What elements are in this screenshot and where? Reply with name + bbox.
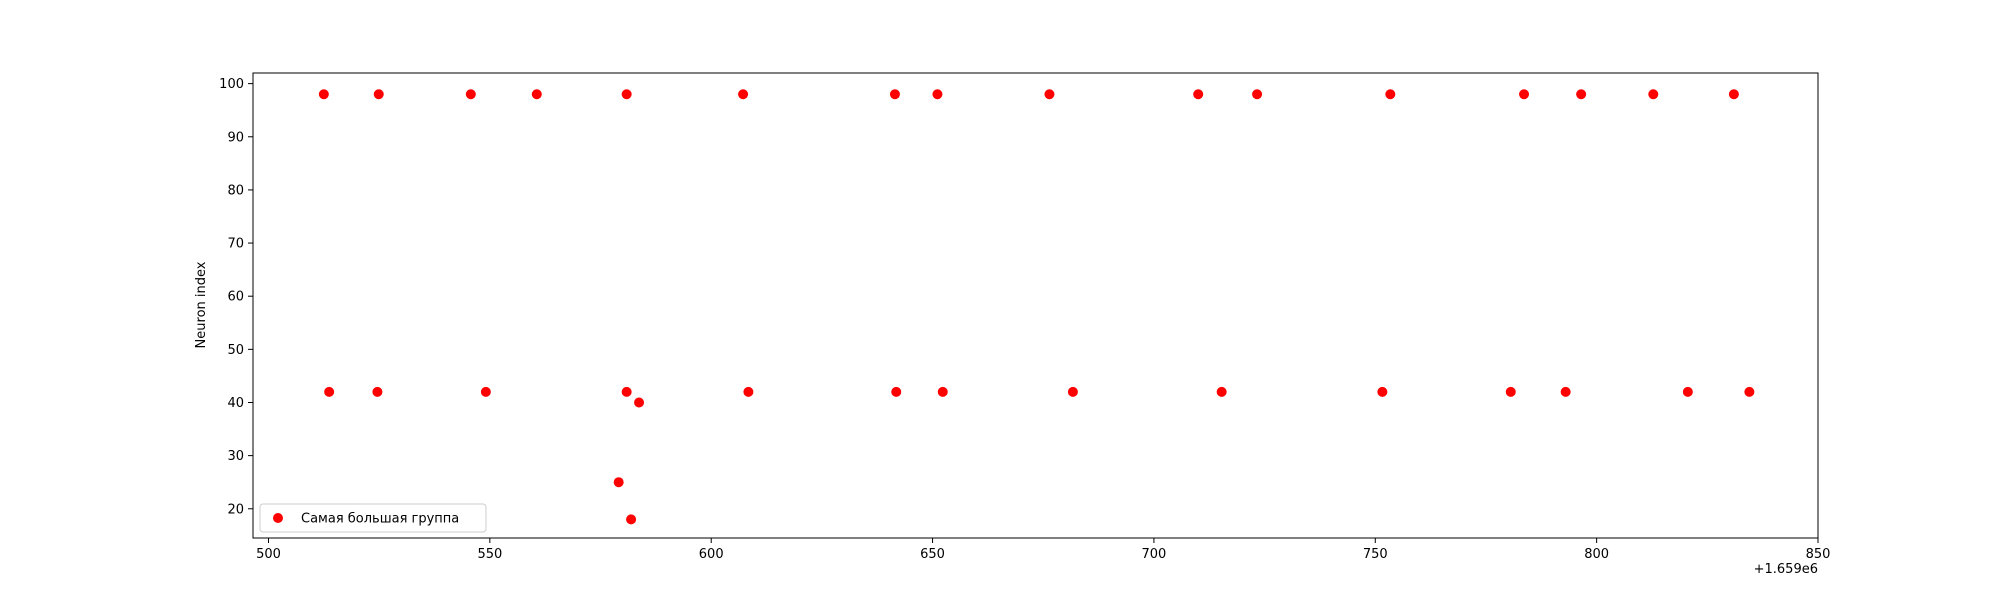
data-point [372, 386, 383, 397]
x-tick-label: 650 [920, 547, 945, 562]
legend: Самая большая группа [259, 503, 487, 533]
data-point [613, 477, 624, 488]
x-tick-label: 600 [699, 547, 724, 562]
data-point [480, 386, 491, 397]
data-point [937, 386, 948, 397]
y-tick-label: 30 [227, 449, 244, 464]
data-point [1560, 386, 1571, 397]
data-point [743, 386, 754, 397]
data-point [738, 89, 749, 100]
axes: 500 550 600 650 700 750 800 850 20 30 40 50 60 70 80 90… [219, 72, 1831, 562]
data-point [889, 89, 900, 100]
y-tick-label: 90 [227, 130, 244, 145]
y-tick-label: 20 [227, 502, 244, 517]
x-tick-label: 850 [1806, 547, 1831, 562]
legend-label: Самая большая группа [301, 512, 459, 527]
data-point [531, 89, 542, 100]
data-point [318, 89, 329, 100]
data-point [324, 386, 335, 397]
x-tick-label: 550 [477, 547, 502, 562]
x-tick-label: 750 [1363, 547, 1388, 562]
y-tick-label: 70 [227, 237, 244, 252]
data-point [932, 89, 943, 100]
y-tick-label: 100 [219, 77, 244, 92]
data-point [1044, 89, 1055, 100]
data-point [626, 514, 637, 525]
data-point [634, 397, 645, 408]
y-tick-label: 80 [227, 183, 244, 198]
y-axis-label: Neuron index [194, 261, 209, 348]
y-tick-label: 50 [227, 343, 244, 358]
data-point [891, 386, 902, 397]
y-tick-label: 60 [227, 290, 244, 305]
data-point [1385, 89, 1396, 100]
data-point [1067, 386, 1078, 397]
data-point [621, 386, 632, 397]
x-tick-label: 500 [256, 547, 281, 562]
data-point [1377, 386, 1388, 397]
data-point [1728, 89, 1739, 100]
data-point [1519, 89, 1530, 100]
axes-frame [252, 72, 1819, 539]
data-point [1193, 89, 1204, 100]
y-tick-label: 40 [227, 396, 244, 411]
data-point [1744, 386, 1755, 397]
data-point [1252, 89, 1263, 100]
data-point [1216, 386, 1227, 397]
data-point [1576, 89, 1587, 100]
x-tick-label: 700 [1142, 547, 1167, 562]
data-point [373, 89, 384, 100]
data-point [621, 89, 632, 100]
plot-area [318, 89, 1755, 525]
data-point [1505, 386, 1516, 397]
data-point [1648, 89, 1659, 100]
x-tick-label: 800 [1584, 547, 1609, 562]
data-point [1682, 386, 1693, 397]
legend-box [259, 503, 487, 533]
data-point [465, 89, 476, 100]
x-axis-offset-label: +1.659e6 [1754, 562, 1818, 577]
legend-marker [273, 513, 283, 523]
